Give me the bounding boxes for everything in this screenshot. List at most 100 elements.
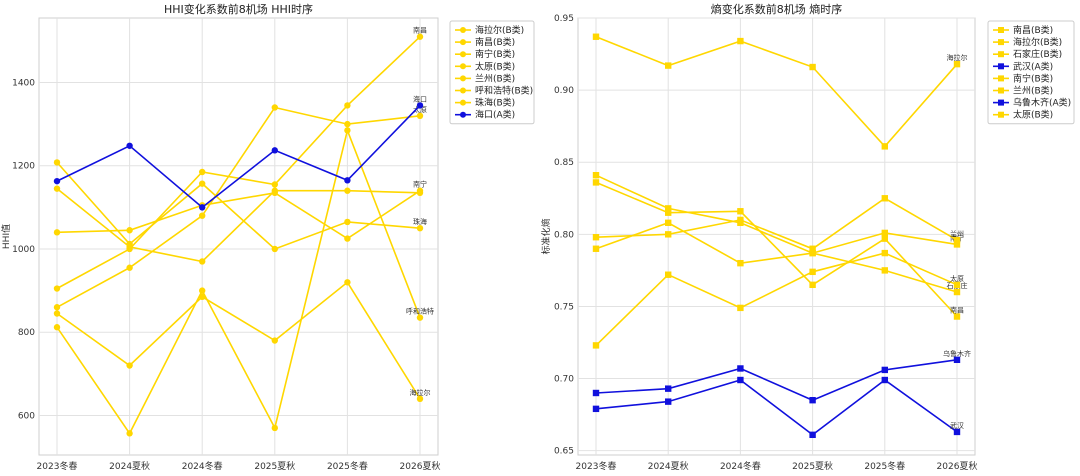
data-point (953, 288, 961, 296)
data-point (737, 37, 744, 45)
series-line (56, 104, 421, 209)
data-point (665, 62, 672, 69)
series-end-label: 乌鲁木齐 (943, 349, 971, 358)
data-point (416, 314, 424, 321)
data-point (199, 180, 206, 187)
legend-marker (460, 75, 466, 82)
data-point (809, 249, 816, 257)
data-point (809, 63, 816, 71)
legend-marker (998, 51, 1004, 58)
data-point (416, 224, 424, 232)
data-point (881, 229, 888, 237)
series-line (595, 181, 958, 318)
data-point (665, 205, 672, 212)
data-point (271, 181, 278, 188)
data-point (53, 324, 61, 331)
data-point (809, 268, 816, 276)
series-8: 太原 (592, 249, 964, 349)
y-tick-label: 1200 (12, 162, 35, 172)
legend-label: 乌鲁木齐(A类) (1013, 97, 1071, 109)
data-point (809, 396, 816, 404)
data-point (344, 120, 351, 128)
series-line (56, 187, 421, 263)
legend-label: 海口(A类) (475, 109, 515, 121)
data-point (416, 33, 424, 40)
data-point (592, 234, 600, 241)
series-2: 海拉尔 (592, 33, 968, 150)
data-point (199, 204, 206, 211)
series-end-label: 兰州 (950, 229, 964, 238)
data-point (126, 362, 133, 369)
series-4: 太原 (53, 104, 427, 311)
data-point (126, 264, 133, 271)
data-point (199, 168, 206, 176)
series-line (595, 252, 958, 346)
legend-label: 兰州(B类) (475, 72, 515, 84)
y-tick-label: 0.70 (554, 375, 574, 385)
data-point (809, 431, 816, 439)
series-6: 兰州 (592, 195, 964, 252)
series-line (56, 161, 421, 250)
data-point (271, 147, 278, 154)
data-point (592, 172, 600, 179)
data-point (344, 177, 351, 184)
data-point (737, 365, 744, 372)
y-tick-label: 800 (18, 328, 35, 338)
legend-label: 海拉尔(B类) (1013, 36, 1062, 48)
series-line (595, 379, 958, 436)
legend-label: 石家庄(B类) (1013, 48, 1062, 60)
data-point (199, 258, 206, 265)
data-point (53, 229, 61, 236)
legend-label: 珠海(B类) (475, 97, 515, 109)
series-end-label: 海口 (413, 94, 427, 103)
data-point (126, 142, 133, 149)
data-point (592, 389, 600, 397)
series-line (56, 106, 421, 309)
data-point (592, 33, 600, 40)
legend-marker (460, 27, 466, 33)
data-point (953, 313, 961, 320)
chart-panel-1: 600 800 1000 1200 1400 2023冬春 2024夏秋 2024冬春 2025… (0, 2, 535, 472)
legend-marker (460, 99, 466, 106)
legend-label: 南宁(B类) (475, 48, 515, 60)
x-tick-label: 2026夏秋 (400, 460, 441, 472)
legend-label: 兰州(B类) (1013, 85, 1053, 97)
data-point (271, 424, 278, 432)
data-point (344, 235, 351, 242)
series-end-label: 珠海 (413, 217, 427, 226)
legend-marker (998, 27, 1004, 33)
series-1: 海拉尔 (53, 279, 431, 403)
y-tick-label: 600 (18, 411, 35, 421)
data-point (881, 267, 888, 274)
y-tick-label: 0.90 (554, 86, 574, 96)
y-axis-label: 标准化熵 (540, 218, 552, 254)
data-point (53, 185, 61, 192)
data-point (737, 259, 744, 267)
data-point (953, 428, 961, 436)
data-point (344, 127, 351, 134)
x-tick-label: 2024夏秋 (648, 460, 689, 472)
y-tick-label: 0.65 (554, 447, 574, 457)
x-tick-label: 2025冬春 (327, 460, 368, 472)
data-point (126, 240, 133, 248)
data-point (592, 405, 600, 413)
legend-marker (460, 63, 466, 70)
data-point (665, 209, 672, 216)
legend-label: 武汉(A类) (1013, 60, 1053, 72)
data-point (344, 102, 351, 109)
x-tick-label: 2024冬春 (182, 460, 223, 472)
data-point (416, 395, 424, 403)
x-tick-label: 2025冬春 (864, 460, 905, 472)
series-end-label: 太原 (413, 105, 427, 114)
legend-label: 太原(B类) (1013, 109, 1053, 121)
y-axis-label: HHI值 (0, 224, 12, 249)
legend-marker (460, 51, 466, 58)
legend: 海拉尔(B类)南昌(B类)南宁(B类)太原(B类)兰州(B类)呼和浩特(B类)珠… (449, 20, 535, 125)
data-point (199, 287, 206, 294)
series-line (56, 127, 421, 435)
data-point (953, 356, 961, 364)
legend-label: 南宁(B类) (1013, 72, 1053, 84)
series-end-label: 南昌 (950, 306, 964, 315)
